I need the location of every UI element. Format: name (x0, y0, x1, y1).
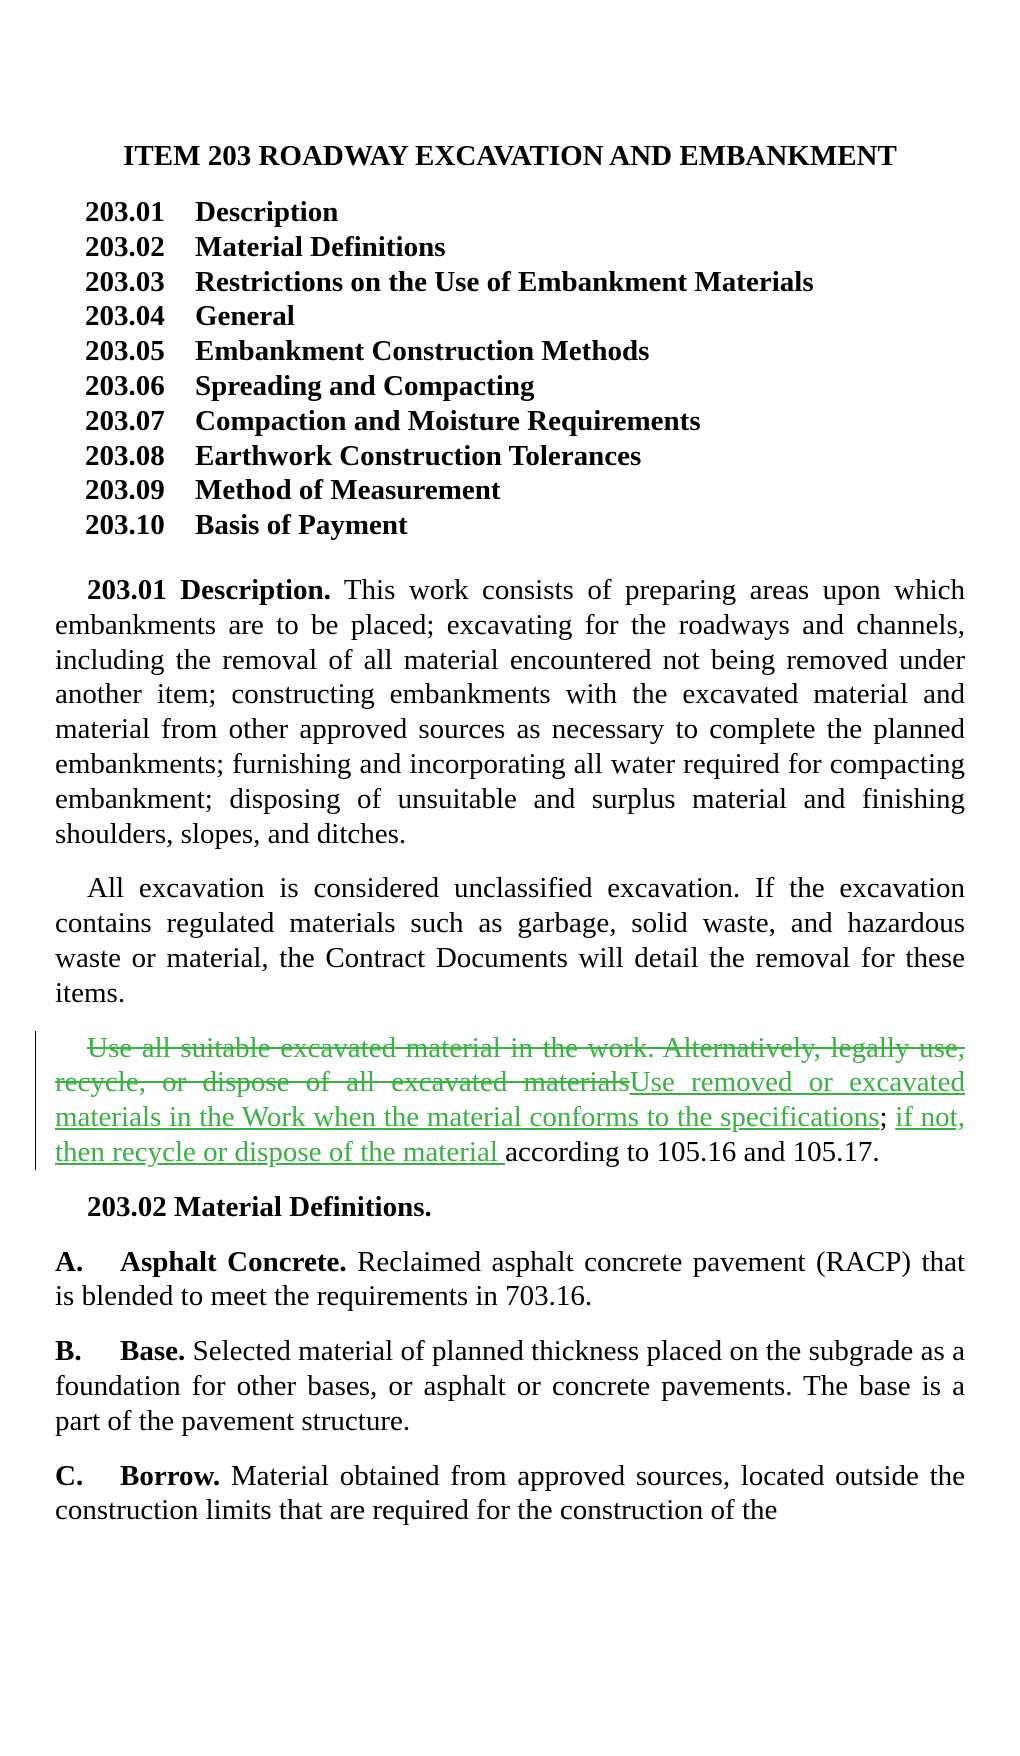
toc-label: Method of Measurement (195, 473, 965, 508)
toc-label: Basis of Payment (195, 508, 965, 543)
change-bar-region: Use all suitable excavated material in t… (35, 1031, 965, 1170)
toc-label: Restrictions on the Use of Embankment Ma… (195, 265, 965, 300)
def-letter: C. (55, 1459, 120, 1494)
toc-label: Compaction and Moisture Requirements (195, 404, 965, 439)
toc-label: Spreading and Compacting (195, 369, 965, 404)
toc-num: 203.08 (85, 439, 195, 474)
excavation-paragraph: All excavation is considered unclassifie… (55, 871, 965, 1010)
toc-entry: 203.05Embankment Construction Methods (85, 334, 965, 369)
table-of-contents: 203.01Description 203.02Material Definit… (85, 195, 965, 543)
toc-entry: 203.04General (85, 299, 965, 334)
definition-b: B.Base. Selected material of planned thi… (55, 1334, 965, 1438)
def-term: Base. (120, 1335, 185, 1367)
toc-entry: 203.03Restrictions on the Use of Embankm… (85, 265, 965, 300)
def-term: Borrow. (120, 1460, 220, 1492)
toc-num: 203.05 (85, 334, 195, 369)
toc-num: 203.03 (85, 265, 195, 300)
toc-num: 203.09 (85, 473, 195, 508)
body-text: All excavation is considered unclassifie… (55, 872, 965, 1008)
toc-entry: 203.06Spreading and Compacting (85, 369, 965, 404)
toc-label: Material Definitions (195, 230, 965, 265)
toc-entry: 203.02Material Definitions (85, 230, 965, 265)
body-text: according to 105.16 and 105.17. (505, 1136, 880, 1168)
section-head: 203.01 Description. (87, 574, 331, 606)
def-letter: B. (55, 1334, 120, 1369)
toc-label: Earthwork Construction Tolerances (195, 439, 965, 474)
body-text: ; (880, 1101, 896, 1133)
toc-num: 203.01 (85, 195, 195, 230)
toc-entry: 203.09Method of Measurement (85, 473, 965, 508)
def-term: Asphalt Concrete. (120, 1246, 347, 1278)
def-letter: A. (55, 1245, 120, 1280)
definition-c: C.Borrow. Material obtained from approve… (55, 1459, 965, 1529)
body-text: This work consists of preparing areas up… (55, 574, 965, 850)
toc-num: 203.06 (85, 369, 195, 404)
revision-paragraph: Use all suitable excavated material in t… (55, 1031, 965, 1170)
toc-num: 203.04 (85, 299, 195, 334)
section-head: 203.02 Material Definitions. (87, 1191, 432, 1223)
toc-label: Embankment Construction Methods (195, 334, 965, 369)
toc-label: General (195, 299, 965, 334)
toc-num: 203.07 (85, 404, 195, 439)
definition-a: A.Asphalt Concrete. Reclaimed asphalt co… (55, 1245, 965, 1315)
toc-num: 203.02 (85, 230, 195, 265)
toc-entry: 203.07Compaction and Moisture Requiremen… (85, 404, 965, 439)
body-text: Selected material of planned thickness p… (55, 1335, 965, 1437)
toc-entry: 203.01Description (85, 195, 965, 230)
toc-entry: 203.10Basis of Payment (85, 508, 965, 543)
material-definitions-heading: 203.02 Material Definitions. (55, 1190, 965, 1225)
description-paragraph: 203.01 Description. This work consists o… (55, 573, 965, 851)
toc-label: Description (195, 195, 965, 230)
toc-num: 203.10 (85, 508, 195, 543)
toc-entry: 203.08Earthwork Construction Tolerances (85, 439, 965, 474)
page-title: ITEM 203 ROADWAY EXCAVATION AND EMBANKME… (55, 140, 965, 173)
